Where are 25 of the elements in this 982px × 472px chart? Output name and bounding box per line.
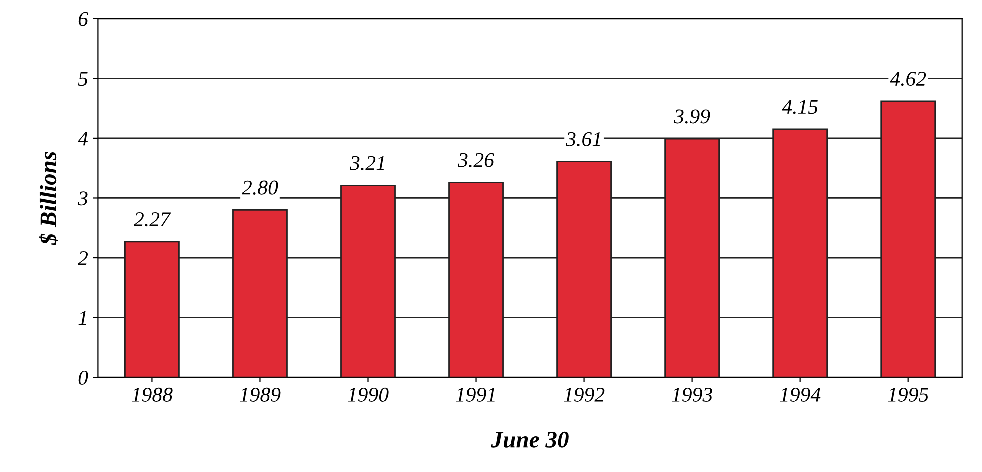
y-tick-label: 3 bbox=[78, 192, 88, 206]
x-tick-label: 1995 bbox=[888, 388, 929, 402]
y-tick-label: 5 bbox=[78, 72, 88, 86]
y-tick-label: 0 bbox=[78, 370, 88, 386]
x-tick-label: 1988 bbox=[132, 388, 173, 402]
x-tick-label: 1994 bbox=[780, 388, 821, 402]
x-tick-label: 1991 bbox=[456, 388, 495, 402]
data-label: 3.61 bbox=[566, 132, 600, 147]
y-tick-label: 1 bbox=[78, 311, 86, 326]
data-label: 3.26 bbox=[458, 153, 494, 168]
data-label: 2.27 bbox=[134, 212, 172, 227]
data-label: 4.62 bbox=[890, 72, 926, 86]
x-tick-label: 1993 bbox=[672, 388, 712, 402]
y-tick-label: 4 bbox=[78, 132, 88, 146]
data-label: 3.99 bbox=[674, 110, 710, 124]
data-label: 3.21 bbox=[350, 156, 384, 170]
y-tick-label: 6 bbox=[78, 12, 88, 26]
y-axis-title: $ Billions bbox=[39, 152, 58, 246]
x-tick-label: 1992 bbox=[564, 388, 605, 402]
x-tick-label: 1990 bbox=[348, 388, 389, 402]
x-axis-title: June 30 bbox=[491, 432, 569, 448]
y-tick-label: 2 bbox=[78, 251, 88, 266]
data-label: 2.80 bbox=[242, 180, 278, 195]
x-tick-label: 1989 bbox=[240, 388, 281, 402]
data-label: 4.15 bbox=[782, 100, 818, 114]
